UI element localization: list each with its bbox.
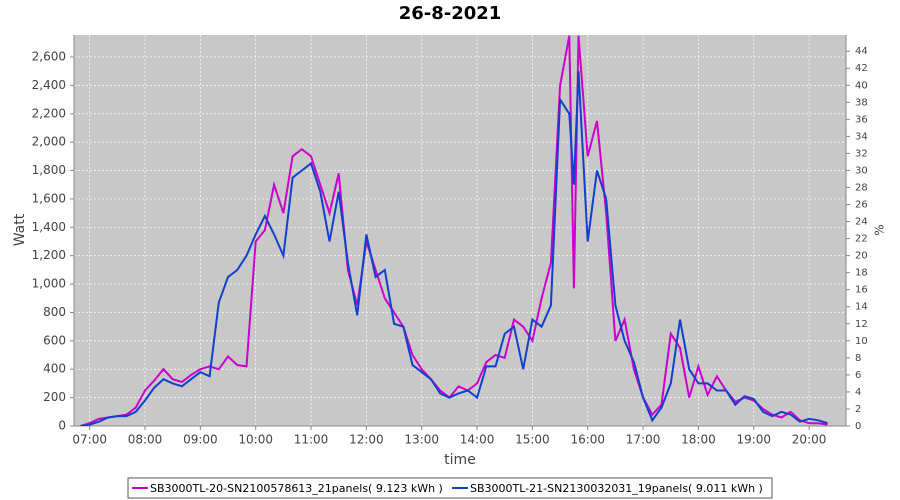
x-tick-label: 10:00 [238,433,273,447]
y2-tick-label: 32 [855,148,868,159]
y-tick-label: 2,400 [32,78,66,92]
plot-area [74,35,846,426]
y2-tick-label: 20 [855,251,868,262]
x-tick-label: 17:00 [626,433,661,447]
y-tick-label: 400 [43,362,66,376]
x-tick-label: 11:00 [294,433,329,447]
y2-tick-label: 6 [855,370,861,381]
x-tick-label: 12:00 [349,433,384,447]
y2-tick-label: 8 [855,353,861,364]
y2-tick-label: 42 [855,63,868,74]
y2-tick-label: 40 [855,80,868,91]
y2-tick-label: 16 [855,285,868,296]
x-tick-label: 20:00 [792,433,827,447]
y2-tick-label: 38 [855,97,868,108]
series-line [80,35,828,426]
y2-axis-label: % [873,224,887,235]
y-tick-label: 1,200 [32,248,66,262]
y-tick-label: 800 [43,305,66,319]
y2-tick-label: 10 [855,336,868,347]
y-tick-label: 2,200 [32,106,66,120]
y-tick-label: 2,000 [32,135,66,149]
x-tick-label: 19:00 [736,433,771,447]
y2-tick-label: 14 [855,302,868,313]
x-tick-label: 15:00 [515,433,550,447]
x-axis-label: time [444,452,476,468]
y-tick-label: 1,000 [32,277,66,291]
y-tick-label: 200 [43,390,66,404]
y-tick-label: 600 [43,333,66,347]
x-tick-label: 16:00 [570,433,605,447]
y2-tick-label: 2 [855,404,861,415]
y-tick-label: 0 [58,419,66,433]
y-axis-label: Watt [12,213,28,246]
y-tick-label: 2,600 [32,49,66,63]
y2-tick-label: 18 [855,268,868,279]
legend-box [127,477,773,499]
x-tick-label: 14:00 [460,433,495,447]
y2-tick-label: 0 [855,421,861,432]
y2-tick-label: 24 [855,217,868,228]
y-tick-label: 1,800 [32,163,66,177]
legend-label: SB3000TL-21-SN2130032031_19panels( 9.011… [470,482,763,495]
series-line [80,71,828,426]
y-tick-label: 1,400 [32,220,66,234]
y2-tick-label: 22 [855,234,868,245]
y2-tick-label: 44 [855,46,868,57]
x-tick-label: 08:00 [128,433,163,447]
y2-tick-label: 34 [855,131,868,142]
y2-tick-label: 30 [855,165,868,176]
y2-tick-label: 26 [855,200,868,211]
y-tick-label: 1,600 [32,191,66,205]
y2-tick-label: 4 [855,387,861,398]
y2-tick-label: 36 [855,114,868,125]
chart-title: 26-8-2021 [399,3,502,24]
y2-tick-label: 28 [855,182,868,193]
x-tick-label: 18:00 [681,433,716,447]
x-tick-label: 13:00 [404,433,439,447]
x-tick-label: 09:00 [183,433,218,447]
y2-tick-label: 12 [855,319,868,330]
legend-label: SB3000TL-20-SN2100578613_21panels( 9.123… [150,482,443,495]
x-tick-label: 07:00 [72,433,107,447]
